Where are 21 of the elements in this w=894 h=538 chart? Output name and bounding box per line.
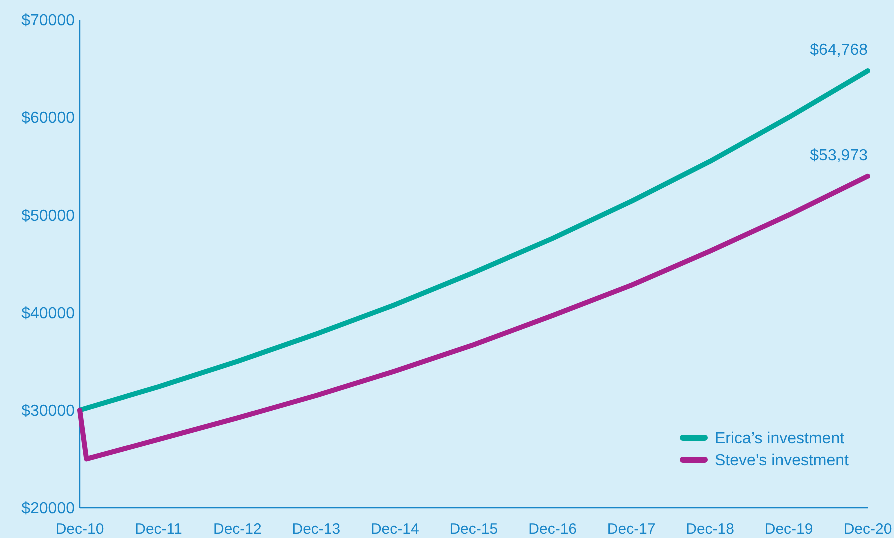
x-tick-label: Dec-18 — [686, 521, 734, 538]
legend-label: Erica’s investment — [715, 430, 846, 448]
x-tick-label: Dec-11 — [135, 521, 182, 538]
y-tick-label: $40000 — [22, 305, 76, 322]
y-tick-label: $60000 — [22, 110, 76, 128]
annotation: $53,973 — [810, 147, 868, 164]
x-tick-label: Dec-19 — [764, 521, 814, 538]
x-tick-label: Dec-10 — [56, 521, 104, 538]
annotation: $64,768 — [810, 42, 868, 60]
x-tick-label: Dec-20 — [844, 521, 892, 538]
y-tick-label: $30000 — [22, 403, 76, 420]
x-tick-label: Dec-13 — [292, 521, 341, 538]
y-tick-label: $20000 — [22, 500, 76, 518]
x-tick-label: Dec-16 — [528, 521, 578, 538]
x-tick-label: Dec-12 — [214, 521, 262, 538]
y-tick-label: $70000 — [22, 12, 76, 30]
y-tick-label: $50000 — [22, 208, 76, 225]
x-tick-label: Dec-14 — [370, 521, 420, 538]
legend-label: Steve’s investment — [715, 452, 850, 470]
x-tick-label: Dec-17 — [607, 521, 656, 538]
x-tick-label: Dec-15 — [450, 521, 498, 538]
